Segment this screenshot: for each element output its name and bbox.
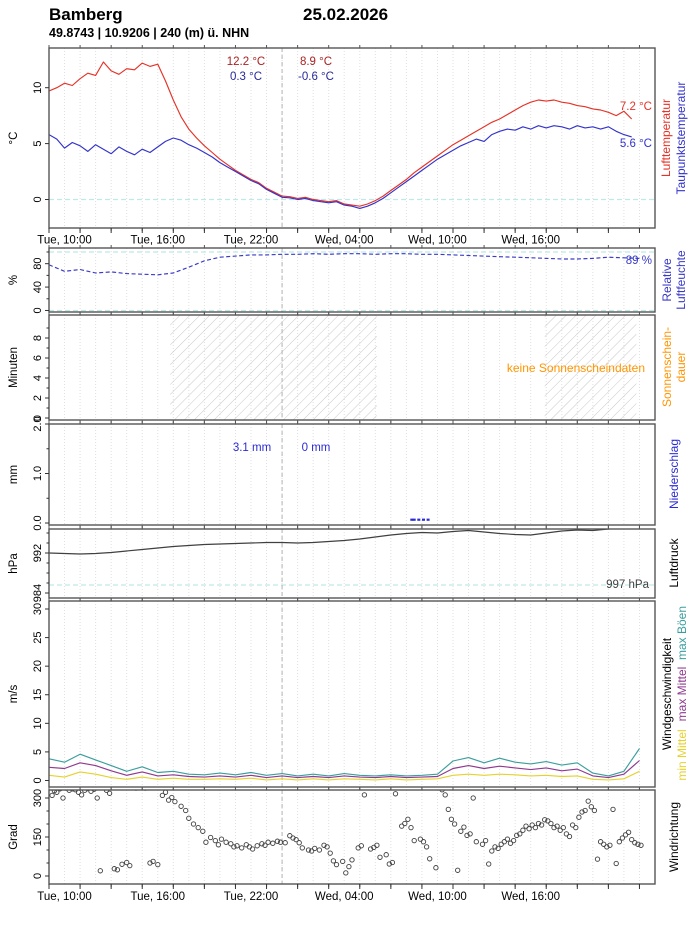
svg-text:984: 984	[32, 584, 44, 602]
svg-text:30: 30	[32, 603, 44, 615]
svg-text:10: 10	[32, 717, 44, 729]
panel-direction: 0 150 300 Grad	[8, 787, 656, 887]
svg-text:300: 300	[32, 789, 44, 807]
svg-text:5: 5	[32, 141, 44, 147]
axis-label-sunshine-2: dauer	[674, 351, 688, 383]
svg-text:Wed, 04:00: Wed, 04:00	[315, 891, 374, 903]
panel-wind: 0 5 10 15 20 25 30 m/s	[8, 598, 656, 790]
station-name: Bamberg	[49, 5, 123, 24]
svg-text:0: 0	[32, 777, 44, 783]
axis-label-pressure: Luftdruck	[667, 538, 681, 588]
axis-label-sunshine-1: Sonnenschein-	[660, 326, 674, 408]
svg-text:992: 992	[32, 544, 44, 562]
panel-humidity: 0 40 80%	[8, 245, 656, 315]
svg-text:0: 0	[32, 415, 44, 421]
svg-text:5: 5	[32, 749, 44, 755]
svg-text:10: 10	[32, 82, 44, 94]
svg-text:Tue, 22:00: Tue, 22:00	[224, 235, 279, 247]
axis-label-relative: Relative	[660, 258, 674, 302]
svg-text:0.0: 0.0	[32, 515, 44, 530]
wed-min-temperature: -0.6 °C	[298, 71, 334, 83]
svg-text:hPa: hPa	[8, 553, 20, 574]
svg-text:6: 6	[32, 355, 44, 361]
svg-text:80: 80	[32, 258, 44, 270]
svg-text:15: 15	[32, 689, 44, 701]
tue-max-temperature: 12.2 °C	[226, 56, 266, 68]
axis-label-wind-speed: Windgeschwindigkeit	[660, 637, 674, 751]
svg-text:Tue, 10:00: Tue, 10:00	[37, 235, 92, 247]
svg-text:4: 4	[32, 375, 44, 381]
svg-text:25: 25	[32, 631, 44, 643]
svg-text:0: 0	[32, 873, 44, 879]
svg-text:8: 8	[32, 335, 44, 341]
legend-wind-max-gust: max Böen	[675, 605, 689, 661]
wed-max-temperature: 8.9 °C	[299, 56, 333, 68]
wed-precipitation-total: 0 mm	[301, 442, 331, 454]
svg-text:mm: mm	[8, 465, 20, 484]
svg-text:1.0: 1.0	[32, 466, 44, 481]
legend-wind-min-mean: min Mittel	[675, 729, 689, 781]
svg-text:0: 0	[32, 307, 44, 313]
svg-text:Tue, 16:00: Tue, 16:00	[130, 891, 185, 903]
svg-text:°C: °C	[8, 132, 20, 145]
svg-text:20: 20	[32, 660, 44, 672]
svg-text:Tue, 16:00: Tue, 16:00	[130, 235, 185, 247]
time-axis-row: Tue, 10:00 Tue, 16:00 Tue, 22:00 Wed, 04:00…	[37, 884, 640, 903]
svg-text:Grad: Grad	[8, 824, 20, 850]
svg-text:2.0: 2.0	[32, 416, 44, 431]
svg-text:40: 40	[32, 281, 44, 293]
svg-text:2: 2	[32, 395, 44, 401]
current-temperature-value: 7.2 °C	[619, 101, 652, 113]
current-pressure-value: 997 hPa	[606, 579, 649, 591]
axis-label-wind-direction: Windrichtung	[667, 801, 681, 873]
panel-pressure: 984 992 hPa	[8, 526, 656, 602]
current-dewpoint-value: 5.6 °C	[619, 138, 652, 150]
current-humidity-value: 89 %	[625, 255, 652, 267]
svg-text:Tue, 10:00: Tue, 10:00	[37, 891, 92, 903]
svg-text:Wed, 10:00: Wed, 10:00	[408, 235, 467, 247]
axis-label-dewpoint-temperature: Taupunktstemperatur	[674, 81, 688, 195]
svg-text:Tue, 22:00: Tue, 22:00	[224, 891, 279, 903]
tue-min-temperature: 0.3 °C	[229, 71, 263, 83]
svg-text:Wed, 16:00: Wed, 16:00	[501, 891, 560, 903]
svg-text:Wed, 04:00: Wed, 04:00	[315, 235, 374, 247]
svg-text:Wed, 16:00: Wed, 16:00	[501, 235, 560, 247]
axis-label-air-temperature: Lufttemperatur	[659, 98, 673, 178]
station-coordinates: 49.8743 | 10.9206 | 240 (m) ü. NHN	[49, 26, 250, 40]
svg-text:0: 0	[32, 196, 44, 202]
svg-text:150: 150	[32, 828, 44, 846]
svg-text:m/s: m/s	[8, 684, 20, 703]
axis-label-humidity: Luftfeuchte	[674, 250, 688, 310]
tue-precipitation-total: 3.1 mm	[232, 442, 272, 454]
time-axis-row: Tue, 10:00 Tue, 16:00 Tue, 22:00 Wed, 04:00…	[37, 228, 640, 247]
report-date: 25.02.2026	[303, 5, 389, 24]
svg-text:Wed, 10:00: Wed, 10:00	[408, 891, 467, 903]
legend-wind-max-mean: max Mittel	[675, 666, 689, 722]
panel-temperature: 0 5 10 °C	[8, 45, 656, 231]
no-sunshine-data-note: keine Sonnenscheindaten	[506, 361, 645, 375]
panel-sunshine: 0 2 4 6 8 Minuten	[8, 312, 656, 423]
panel-precipitation: 0.0 1.0 2.0 mm	[8, 416, 656, 531]
axis-label-precipitation: Niederschlag	[667, 438, 681, 510]
svg-text:%: %	[8, 275, 20, 285]
svg-text:Minuten: Minuten	[8, 347, 20, 388]
